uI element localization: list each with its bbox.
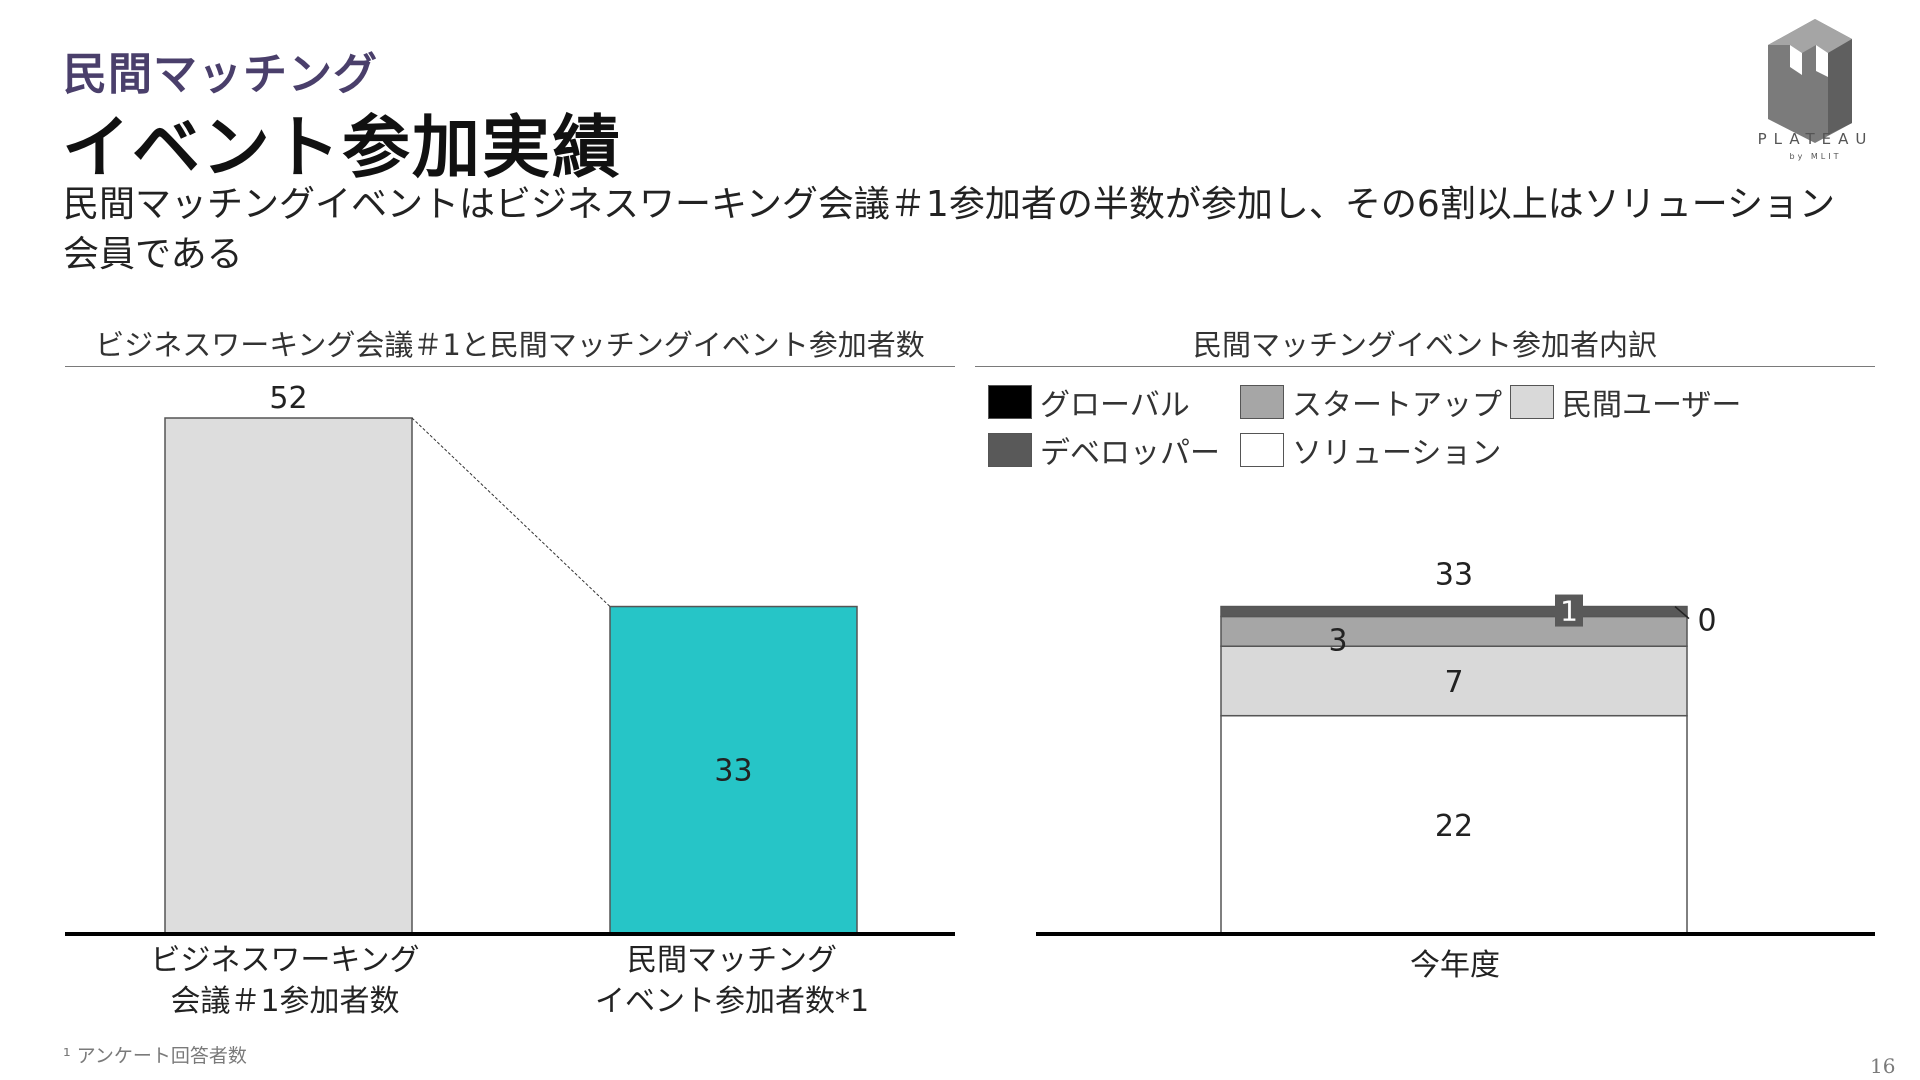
legend-item-solution: ソリューション bbox=[1240, 428, 1501, 472]
connector-line bbox=[411, 417, 611, 607]
bar-2 bbox=[609, 605, 858, 935]
stacked-segment bbox=[1220, 605, 1688, 618]
right-title-rule bbox=[975, 366, 1875, 367]
right-stacked-bar-chart: 22 7 3 1 0 33 bbox=[1036, 558, 1875, 936]
legend-item-developer: デベロッパー bbox=[988, 428, 1220, 472]
category-label-line: 民間マッチング bbox=[627, 943, 837, 978]
logo-name: PLATEAU bbox=[1757, 130, 1874, 148]
segment-value-label: 1 bbox=[1560, 595, 1578, 628]
legend-label: スタートアップ bbox=[1292, 388, 1502, 423]
right-category-label: 今年度 bbox=[1410, 948, 1500, 983]
left-bar-chart: 52 33 bbox=[65, 381, 955, 936]
legend-item-global: グローバル bbox=[988, 380, 1190, 424]
plateau-logo-icon bbox=[1768, 19, 1852, 143]
stacked-segment bbox=[1220, 645, 1688, 717]
leader-line bbox=[1674, 605, 1690, 620]
segment-value-label: 7 bbox=[1444, 665, 1463, 700]
legend-label: グローバル bbox=[1040, 388, 1190, 423]
right-chart-title: 民間マッチングイベント参加者内訳 bbox=[1192, 328, 1657, 362]
bar-value-label: 52 bbox=[269, 381, 307, 416]
bar-value-label: 33 bbox=[714, 753, 752, 788]
bar-1 bbox=[164, 417, 413, 935]
lead-text: 民間マッチングイベントはビジネスワーキング会議＃1参加者の半数が参加し、その6割… bbox=[63, 184, 1836, 275]
legend-label: ソリューション bbox=[1292, 436, 1502, 471]
legend-swatch-developer bbox=[988, 433, 1032, 467]
legend-label: デベロッパー bbox=[1040, 436, 1220, 471]
left-category-label-2: 民間マッチング イベント参加者数*1 bbox=[572, 940, 892, 1022]
page-title: イベント参加実績 bbox=[62, 109, 623, 188]
total-value-label: 33 bbox=[1435, 558, 1473, 593]
legend-label: 民間ユーザー bbox=[1562, 388, 1742, 423]
category-label-line: 会議＃1参加者数 bbox=[170, 984, 400, 1019]
legend-swatch-private-user bbox=[1510, 385, 1554, 419]
segment-value-label: 0 bbox=[1697, 604, 1716, 639]
logo-sub: by MLIT bbox=[1789, 152, 1842, 161]
segment-label-box bbox=[1555, 594, 1583, 627]
legend-swatch-global bbox=[988, 385, 1032, 419]
legend-item-private-user: 民間ユーザー bbox=[1510, 380, 1741, 424]
segment-value-label: 22 bbox=[1435, 809, 1473, 844]
category-label-line: ビジネスワーキング bbox=[150, 943, 420, 978]
stacked-segment bbox=[1220, 615, 1688, 647]
left-title-rule bbox=[65, 366, 955, 367]
page-number: 16 bbox=[1870, 1054, 1896, 1078]
section-label: 民間マッチング bbox=[63, 49, 378, 100]
legend-item-startup: スタートアップ bbox=[1240, 380, 1502, 424]
left-category-label-1: ビジネスワーキング 会議＃1参加者数 bbox=[125, 940, 445, 1022]
segment-value-label: 3 bbox=[1328, 623, 1347, 658]
legend-swatch-startup bbox=[1240, 385, 1284, 419]
legend-swatch-solution bbox=[1240, 433, 1284, 467]
footnote: ¹ アンケート回答者数 bbox=[63, 1045, 247, 1067]
category-label-line: イベント参加者数*1 bbox=[594, 984, 870, 1019]
left-chart-title: ビジネスワーキング会議＃1と民間マッチングイベント参加者数 bbox=[95, 328, 925, 362]
